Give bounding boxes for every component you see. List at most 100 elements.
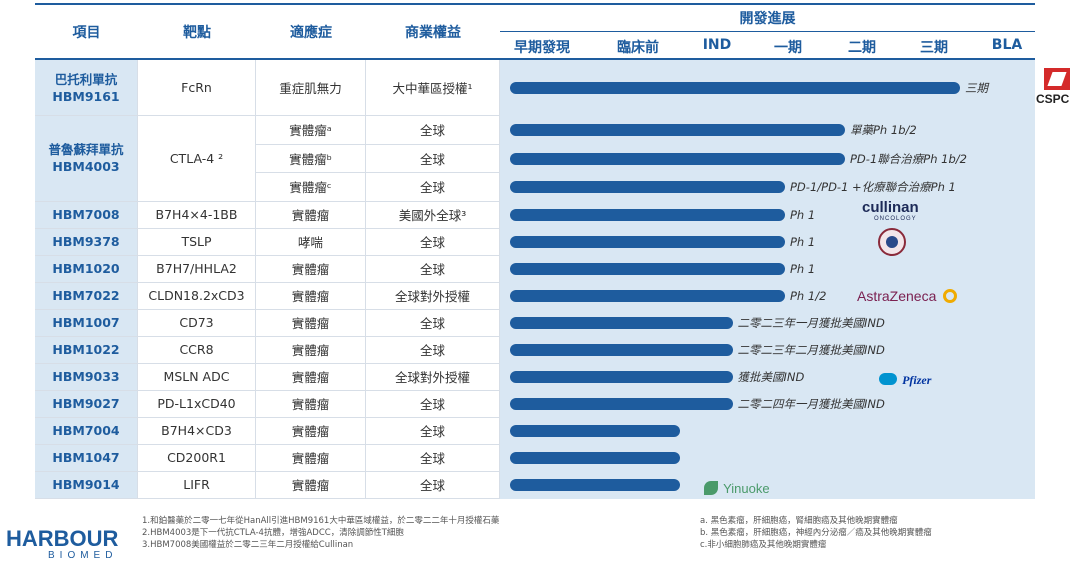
target-cell: TSLP — [138, 228, 256, 256]
indication-cell: 實體瘤 — [256, 255, 366, 283]
footnotes-left: 1.和鉑醫藥於二零一七年從HanAll引進HBM9161大中華區域權益，於二零二… — [142, 515, 499, 551]
indication-cell: 實體瘤 — [256, 201, 366, 229]
progress-label: 獲批美國IND — [737, 370, 805, 384]
footnote-b: b. 黑色素瘤，肝細胞癌，神經內分泌瘤／癌及其他晚期實體瘤 — [700, 528, 932, 538]
cullinan-logo: cullinan ONCOLOGY — [862, 200, 919, 223]
indication-label: 實體瘤 — [291, 397, 330, 412]
header-indication: 適應症 — [290, 25, 332, 41]
target-label: CCR8 — [179, 342, 214, 357]
rights-cell: 大中華區授權¹ — [366, 60, 500, 116]
stage-preclinical: 臨床前 — [617, 40, 659, 56]
header-top-rule — [35, 3, 1035, 5]
rights-cell: 全球對外授權 — [366, 282, 500, 310]
header-bottom-rule — [35, 58, 1035, 60]
rights-cell: 美國外全球³ — [366, 201, 500, 229]
target-cell: B7H7/HHLA2 — [138, 255, 256, 283]
indication-label: 實體瘤 — [291, 370, 330, 385]
target-label: B7H7/HHLA2 — [156, 261, 237, 276]
progress-bar — [510, 398, 733, 410]
project-code: HBM9033 — [52, 369, 120, 384]
project-code: HBM7008 — [52, 207, 120, 222]
rights-label: 全球對外授權 — [394, 370, 470, 385]
project-cell: HBM1047 — [35, 444, 138, 472]
project-cell: HBM7008 — [35, 201, 138, 229]
stage-phase1: 一期 — [774, 40, 802, 56]
progress-bar — [510, 152, 845, 165]
yinuoke-logo: Yinuoke — [704, 478, 770, 497]
indication-cell: 實體瘤ᶜ — [256, 173, 366, 202]
target-cell: CD73 — [138, 309, 256, 337]
target-cell: MSLN ADC — [138, 363, 256, 391]
target-cell: CTLA-4 ² — [138, 116, 256, 202]
progress-label: 單藥Ph 1b/2 — [850, 123, 917, 138]
project-code: HBM9014 — [52, 477, 120, 492]
progress-bar — [510, 236, 785, 248]
rights-label: 大中華區授權¹ — [392, 81, 473, 96]
target-cell: CD200R1 — [138, 444, 256, 472]
header-development: 開發進展 — [739, 11, 796, 27]
progress-bar — [510, 452, 680, 464]
target-cell: CLDN18.2xCD3 — [138, 282, 256, 310]
indication-label: 實體瘤ᶜ — [289, 180, 332, 196]
rights-label: 全球 — [419, 424, 445, 439]
project-cell: HBM1007 — [35, 309, 138, 337]
rights-cell: 全球 — [366, 116, 500, 145]
indication-cell: 實體瘤 — [256, 444, 366, 472]
rights-label: 全球 — [419, 343, 445, 358]
indication-label: 實體瘤 — [291, 289, 330, 304]
rights-cell: 全球 — [366, 444, 500, 472]
target-label: B7H4×CD3 — [161, 423, 232, 438]
indication-label: 實體瘤ᵃ — [289, 123, 332, 139]
project-cell: HBM1022 — [35, 336, 138, 364]
rights-label: 全球 — [419, 397, 445, 412]
seal-icon — [878, 228, 906, 256]
target-label: MSLN ADC — [163, 369, 230, 384]
progress-bar — [510, 263, 785, 275]
project-code: HBM4003 — [52, 159, 120, 175]
indication-label: 實體瘤 — [291, 478, 330, 493]
project-name: 普魯蘇拜單抗 — [48, 142, 124, 158]
progress-bar — [510, 82, 960, 94]
footnote-a: a. 黑色素瘤，肝細胞癌，腎細胞癌及其他晚期實體瘤 — [700, 516, 898, 526]
logo-line2: BIOMED — [48, 550, 118, 561]
project-code: HBM1047 — [52, 450, 120, 465]
stage-phase2: 二期 — [848, 40, 876, 56]
progress-label: Ph 1/2 — [790, 289, 827, 303]
project-code: HBM9027 — [52, 396, 120, 411]
progress-bar — [510, 181, 785, 194]
target-cell: CCR8 — [138, 336, 256, 364]
rights-cell: 全球 — [366, 309, 500, 337]
progress-label: Ph 1 — [790, 208, 816, 222]
indication-label: 實體瘤 — [291, 424, 330, 439]
cspc-label: CSPC — [1036, 92, 1070, 106]
target-cell: PD-L1xCD40 — [138, 390, 256, 418]
indication-label: 實體瘤 — [291, 451, 330, 466]
project-code: HBM9161 — [52, 88, 120, 104]
rights-cell: 全球 — [366, 144, 500, 173]
rights-cell: 全球 — [366, 336, 500, 364]
footnote-2: 2.HBM4003是下一代抗CTLA-4抗體，增強ADCC，清除調節性T細胞 — [142, 528, 404, 538]
footnote-3: 3.HBM7008美國權益於二零二三年二月授權給Cullinan — [142, 540, 354, 550]
indication-cell: 實體瘤 — [256, 363, 366, 391]
project-cell: HBM9027 — [35, 390, 138, 418]
project-code: HBM1022 — [52, 342, 120, 357]
footnote-1: 1.和鉑醫藥於二零一七年從HanAll引進HBM9161大中華區域權益，於二零二… — [142, 516, 500, 526]
logo-line1: HARBOUR — [6, 526, 119, 551]
rights-label: 全球對外授權 — [394, 289, 470, 304]
rights-label: 全球 — [419, 316, 445, 331]
indication-label: 重症肌無力 — [279, 81, 342, 96]
rights-cell: 全球 — [366, 471, 500, 499]
indication-cell: 重症肌無力 — [256, 60, 366, 116]
indication-label: 實體瘤 — [291, 316, 330, 331]
indication-cell: 實體瘤 — [256, 309, 366, 337]
target-cell: B7H4×4-1BB — [138, 201, 256, 229]
indication-label: 實體瘤ᵇ — [289, 151, 332, 167]
progress-label: 三期 — [965, 81, 988, 95]
indication-cell: 實體瘤 — [256, 336, 366, 364]
rights-label: 美國外全球³ — [398, 208, 467, 223]
project-name: 巴托利單抗 — [54, 71, 118, 87]
target-label: B7H4×4-1BB — [155, 207, 238, 222]
footnotes-right: a. 黑色素瘤，肝細胞癌，腎細胞癌及其他晚期實體瘤 b. 黑色素瘤，肝細胞癌，神… — [700, 515, 932, 551]
project-cell: HBM9033 — [35, 363, 138, 391]
stage-bla: BLA — [991, 37, 1023, 53]
